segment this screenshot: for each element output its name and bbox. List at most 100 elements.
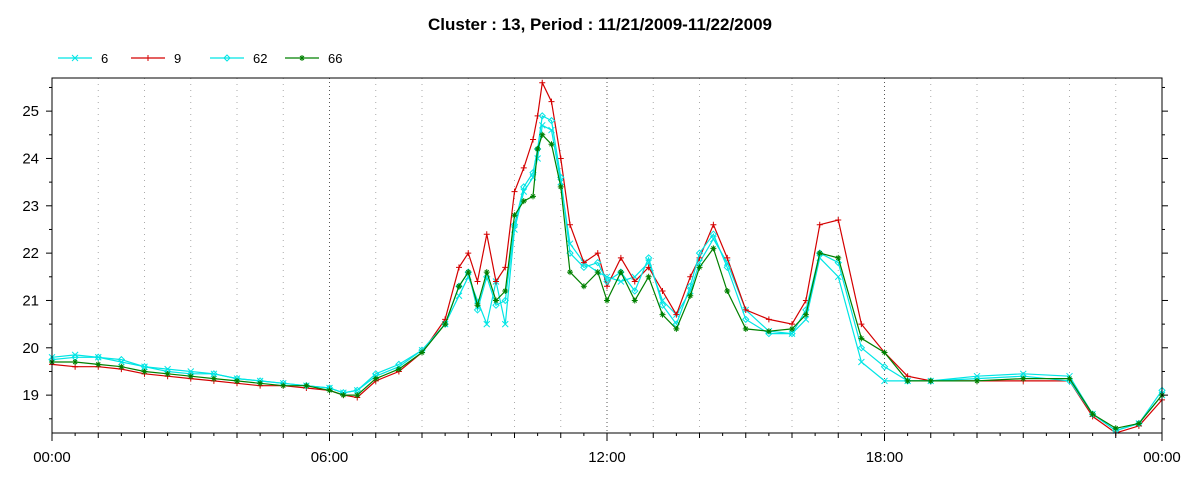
series-62: [48, 112, 1166, 435]
series-point: [858, 321, 865, 328]
series-point: [686, 282, 694, 290]
series-point: [473, 306, 482, 314]
chart-title: Cluster : 13, Period : 11/21/2009-11/22/…: [428, 15, 772, 34]
series-point: [118, 363, 125, 370]
legend-label: 62: [253, 51, 267, 66]
series-point: [594, 250, 601, 257]
series-point: [788, 329, 796, 338]
series-point: [789, 325, 795, 332]
series-point: [474, 302, 481, 309]
series-point: [710, 221, 717, 228]
legend-label: 6: [101, 51, 108, 66]
series-point: [1088, 410, 1097, 418]
series-point: [567, 221, 573, 228]
series-point: [145, 55, 151, 61]
series-point: [724, 254, 731, 261]
legend-label: 66: [328, 51, 342, 66]
series-point: [340, 392, 347, 399]
series-point: [974, 377, 980, 384]
series-point: [834, 258, 842, 267]
series-point: [94, 353, 102, 361]
series-point: [557, 183, 564, 190]
axes: 00:00 06:00 12:00 18:00 00:00 19 20 21 22 23 24 25: [22, 86, 1181, 466]
series-point: [687, 273, 694, 280]
series-point: [455, 292, 463, 300]
series-point: [372, 375, 379, 382]
series-point: [816, 221, 823, 228]
series-point: [303, 382, 310, 389]
series-point: [816, 250, 823, 257]
series-point: [631, 278, 638, 285]
series-point: [187, 373, 194, 380]
series-point: [534, 146, 541, 152]
series-point: [659, 288, 666, 294]
series-point: [617, 268, 625, 276]
y-tick-label: 21: [22, 292, 39, 309]
series-point: [604, 297, 610, 304]
series-point: [742, 325, 749, 332]
series-point: [617, 269, 624, 276]
series-point: [1020, 375, 1027, 382]
series-line-62: [51, 114, 1163, 432]
legend-item-6: 6: [58, 51, 108, 66]
series-point: [456, 264, 462, 271]
series-point: [857, 344, 866, 352]
series-point: [548, 98, 555, 105]
y-tick-label: 19: [22, 387, 39, 404]
series-point: [880, 363, 889, 371]
series-point: [617, 278, 625, 285]
series-point: [117, 355, 126, 364]
series-point: [456, 283, 462, 290]
x-tick-label: 06:00: [311, 449, 349, 466]
legend-item-62: 62: [210, 51, 267, 66]
series-point: [520, 164, 527, 171]
series-point: [1135, 420, 1142, 427]
series-point: [567, 269, 573, 276]
series-line-66: [52, 133, 1163, 429]
series-point: [658, 301, 667, 309]
series-point: [687, 292, 694, 299]
series-point: [164, 370, 171, 377]
series-point: [673, 311, 680, 318]
series-point: [530, 193, 536, 200]
series-point: [72, 359, 79, 365]
series-point: [566, 240, 574, 248]
y-tick-label: 22: [22, 245, 39, 262]
series-point: [501, 296, 509, 305]
series-point: [511, 212, 518, 219]
series-point: [511, 188, 518, 195]
series-point: [617, 254, 624, 261]
series-point: [547, 116, 556, 125]
series-point: [594, 269, 601, 276]
series-point: [645, 264, 652, 271]
series-point: [858, 358, 865, 366]
series-point: [223, 54, 231, 62]
series-point: [834, 273, 842, 281]
series-point: [742, 315, 750, 324]
series-point: [502, 288, 509, 294]
series-point: [510, 221, 519, 229]
series-point: [1112, 425, 1119, 432]
series-point: [724, 288, 731, 294]
series-point: [538, 112, 546, 120]
series-point: [474, 278, 481, 285]
series-point: [557, 155, 564, 162]
series-point: [659, 311, 666, 318]
series-point: [1089, 411, 1096, 418]
series-point: [1066, 375, 1073, 382]
x-tick-label: 18:00: [866, 449, 904, 466]
series-point: [603, 277, 611, 286]
series-point: [302, 381, 311, 390]
series-point: [455, 282, 463, 290]
series-point: [210, 375, 217, 382]
series-point: [501, 320, 509, 328]
series-point: [594, 258, 602, 267]
series-point: [539, 131, 546, 138]
series-point: [631, 297, 638, 304]
y-tick-label: 20: [22, 340, 39, 357]
series-point: [835, 254, 842, 261]
series-point: [835, 217, 842, 223]
series-point: [765, 316, 772, 323]
series-point: [280, 382, 287, 389]
series-point: [95, 361, 102, 368]
